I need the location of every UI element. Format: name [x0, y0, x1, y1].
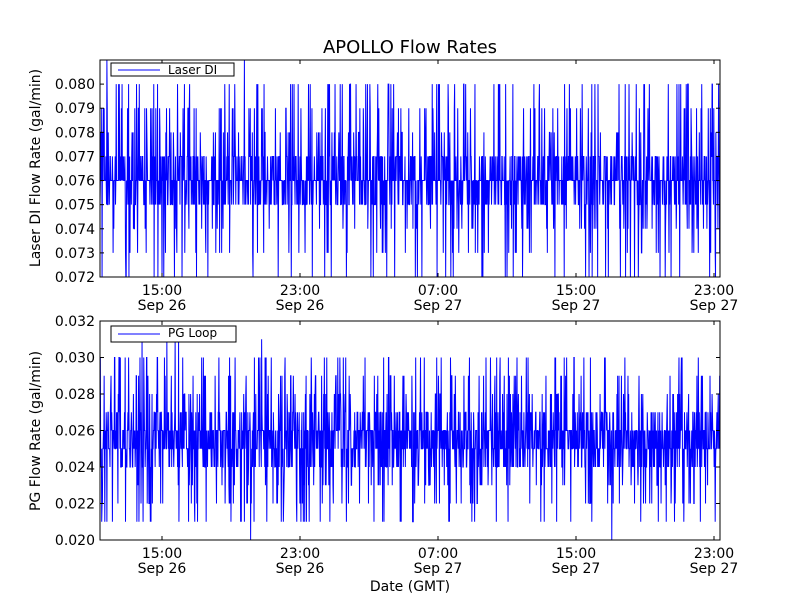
laser-di-plot-frame — [99, 59, 721, 278]
laser-di-series-line — [100, 60, 720, 277]
y-tick-label: 0.080 — [55, 77, 95, 93]
y-tick-label: 0.077 — [55, 149, 95, 165]
x-tick-label-time: 23:00 — [280, 283, 320, 299]
y-tick-label: 0.030 — [55, 351, 95, 367]
laser-di-legend-label: Laser DI — [168, 63, 217, 77]
y-tick-label: 0.074 — [55, 222, 95, 238]
y-tick-label: 0.026 — [55, 424, 95, 440]
x-tick-label-date: Sep 27 — [414, 298, 463, 314]
laser-di-axes: 0.072 0.073 0.074 0.075 0.076 0.077 0.078 0.079… — [55, 59, 739, 314]
chart-title: APOLLO Flow Rates — [323, 37, 497, 58]
laser-di-ylabel: Laser DI Flow Rate (gal/min) — [28, 69, 44, 267]
laser-di-series-group — [100, 60, 720, 277]
x-tick-label-time: 23:00 — [694, 283, 734, 299]
x-tick-label-date: Sep 27 — [414, 561, 463, 577]
x-tick-label-date: Sep 27 — [552, 561, 601, 577]
y-tick-label: 0.024 — [55, 460, 95, 476]
x-tick-label-date: Sep 27 — [552, 298, 601, 314]
y-tick-label: 0.078 — [55, 125, 95, 141]
x-tick-label-time: 15:00 — [556, 283, 596, 299]
x-tick-label-time: 07:00 — [418, 283, 458, 299]
y-tick-label: 0.020 — [55, 533, 95, 549]
x-tick-label-time: 23:00 — [694, 546, 734, 562]
pg-loop-legend: PG Loop — [110, 325, 237, 343]
x-tick-label-time: 15:00 — [142, 546, 182, 562]
x-tick-label-date: Sep 26 — [138, 298, 187, 314]
x-tick-label-time: 07:00 — [418, 546, 458, 562]
pg-loop-series-line — [100, 339, 720, 540]
pg-loop-legend-label: PG Loop — [168, 326, 217, 340]
x-tick-label-date: Sep 26 — [276, 298, 325, 314]
x-tick-label-date: Sep 27 — [690, 561, 739, 577]
y-tick-label: 0.022 — [55, 497, 95, 513]
pg-loop-panel: PG Flow Rate (gal/min) 0.0200.0220.0240.… — [28, 314, 738, 577]
pg-loop-ylabel: PG Flow Rate (gal/min) — [28, 351, 44, 511]
y-tick-label: 0.076 — [55, 174, 95, 190]
x-tick-label-date: Sep 26 — [276, 561, 325, 577]
pg-loop-legend-box — [110, 325, 237, 343]
pg-loop-axes: 0.020 0.022 0.024 0.026 0.028 0.030 0.032 15:00… — [55, 314, 738, 577]
x-tick-label-time: 15:00 — [556, 546, 596, 562]
y-tick-label: 0.079 — [55, 101, 95, 117]
x-tick-label-time: 23:00 — [280, 546, 320, 562]
y-tick-label: 0.032 — [55, 314, 95, 330]
x-tick-label-date: Sep 26 — [138, 561, 187, 577]
y-tick-label: 0.028 — [55, 387, 95, 403]
x-tick-label-date: Sep 27 — [690, 298, 739, 314]
x-tick-label-time: 15:00 — [142, 283, 182, 299]
laser-di-legend-box — [110, 62, 235, 77]
x-axis-label: Date (GMT) — [370, 579, 450, 595]
y-tick-label: 0.075 — [55, 198, 95, 214]
laser-di-legend: Laser DI — [110, 62, 235, 77]
laser-di-panel: Laser DI Flow Rate (gal/min) 0.0720.0730… — [28, 59, 739, 314]
pg-loop-series-group — [100, 339, 720, 540]
y-tick-label: 0.073 — [55, 246, 95, 262]
y-tick-label: 0.072 — [55, 270, 95, 286]
